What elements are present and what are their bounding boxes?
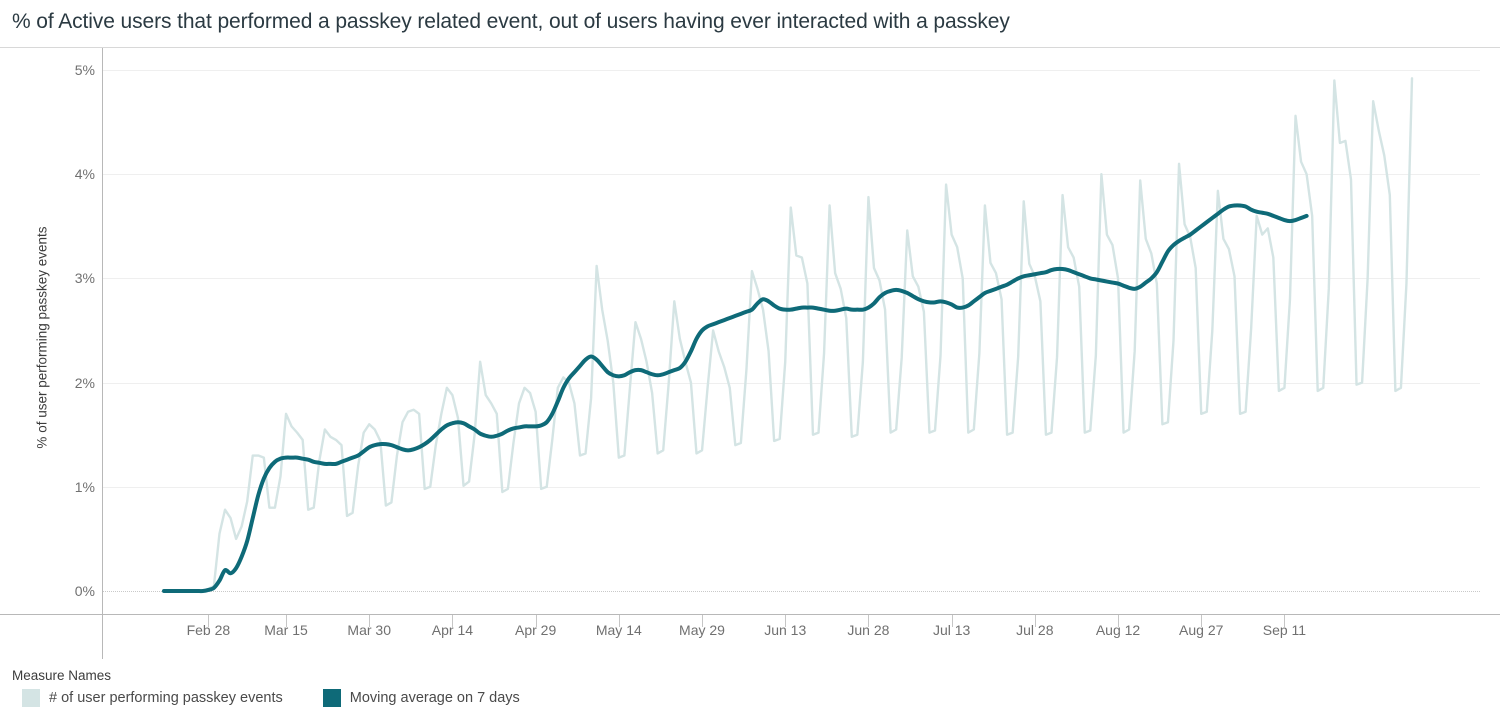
legend-item-daily[interactable]: # of user performing passkey events — [22, 689, 283, 707]
x-axis-tick-label: Jul 28 — [1016, 622, 1054, 638]
x-axis-tick-mark — [618, 615, 620, 627]
x-axis-tick-label: Jun 13 — [764, 622, 807, 638]
x-axis-tick-mark — [369, 615, 371, 627]
x-axis-tick-label: Jun 28 — [847, 622, 890, 638]
x-axis-tick-label: Mar 15 — [264, 622, 308, 638]
gridline — [103, 486, 1480, 488]
x-axis-tick-label: Feb 28 — [186, 622, 231, 638]
legend: Measure Names # of user performing passk… — [12, 668, 520, 707]
x-axis-tick-mark — [951, 615, 953, 627]
legend-label-daily: # of user performing passkey events — [49, 690, 283, 706]
y-axis-tick-label: 4% — [74, 166, 95, 183]
x-axis-tick-mark — [1034, 615, 1036, 627]
x-axis-tick-mark — [1201, 615, 1203, 627]
x-axis-tick-mark — [868, 615, 870, 627]
legend-swatch-moving-average — [322, 689, 341, 707]
gridline — [103, 591, 1480, 592]
x-axis-tick-label: Mar 30 — [347, 622, 392, 638]
series-line-moving-average — [162, 203, 1309, 594]
x-axis-tick-mark — [208, 615, 210, 627]
x-axis-tick-mark — [785, 615, 787, 627]
y-axis-tick-label: 3% — [74, 270, 95, 287]
x-axis-tick-mark — [286, 615, 288, 627]
page-title: % of Active users that performed a passk… — [12, 10, 1010, 33]
y-axis-tick-label: 2% — [74, 374, 95, 391]
y-axis-line-lower — [102, 614, 103, 659]
x-axis-tick-label: May 29 — [679, 622, 725, 638]
x-axis-tick-label: Aug 12 — [1095, 622, 1141, 638]
x-axis-tick-label: May 14 — [595, 622, 642, 638]
title-divider — [0, 47, 1500, 48]
legend-item-moving-average[interactable]: Moving average on 7 days — [322, 689, 520, 707]
x-axis-tick-label: Apr 29 — [515, 622, 557, 638]
x-axis-tick-mark — [1118, 615, 1120, 627]
x-axis-tick-label: Jul 13 — [932, 622, 971, 638]
x-axis-tick-mark — [702, 615, 704, 627]
chart-canvas — [162, 77, 1414, 594]
x-axis-tick-label: Aug 27 — [1179, 622, 1224, 638]
y-axis-tick-label: 5% — [74, 62, 95, 78]
plot-area — [0, 48, 1500, 614]
gridline — [103, 278, 1480, 280]
gridline — [103, 174, 1480, 176]
legend-items: # of user performing passkey events Movi… — [12, 689, 520, 707]
series-line-daily — [162, 77, 1414, 593]
legend-title: Measure Names — [12, 668, 112, 683]
y-axis-tick-label: 0% — [74, 583, 95, 599]
gridline — [103, 70, 1480, 71]
legend-label-moving-average: Moving average on 7 days — [349, 690, 520, 706]
gridline — [103, 382, 1480, 384]
legend-swatch-daily — [22, 689, 40, 707]
y-axis-tick-label: 1% — [74, 478, 95, 495]
x-axis-tick-mark — [452, 615, 454, 627]
x-axis-line — [0, 614, 1500, 615]
x-axis-tick-label: Sep 11 — [1262, 622, 1307, 638]
x-axis-tick-mark — [1284, 615, 1286, 627]
x-axis-tick-mark — [535, 615, 537, 627]
y-axis-line — [102, 48, 103, 614]
x-axis-tick-label: Apr 14 — [431, 622, 474, 638]
